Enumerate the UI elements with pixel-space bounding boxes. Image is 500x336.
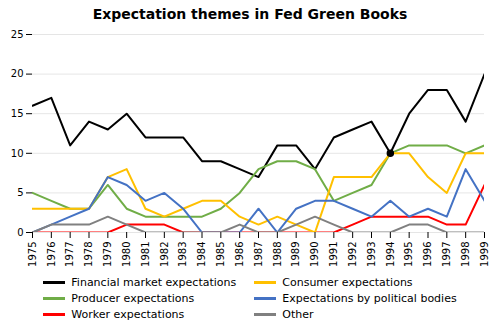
html-text:Financial market expectations: Financial market expectations (71, 276, 237, 289)
svg-text:1992: 1992 (347, 242, 358, 267)
svg-text:1976: 1976 (46, 242, 57, 267)
svg-text:1982: 1982 (159, 242, 170, 267)
svg-text:1990: 1990 (309, 242, 320, 267)
html-text:Other: Other (282, 308, 314, 321)
svg-text:1986: 1986 (234, 242, 245, 267)
html-text:Consumer expectations: Consumer expectations (282, 276, 413, 289)
svg-text:15: 15 (11, 108, 24, 119)
svg-text:1988: 1988 (272, 242, 283, 267)
svg-text:1980: 1980 (121, 242, 132, 267)
html-text:Producer expectations: Producer expectations (71, 292, 195, 305)
svg-text:1983: 1983 (177, 242, 188, 267)
html-text:Worker expectations: Worker expectations (71, 308, 185, 321)
svg-text:1995: 1995 (403, 242, 414, 267)
svg-text:1978: 1978 (83, 242, 94, 267)
html-text:Expectations by political bodi: Expectations by political bodies (282, 292, 457, 305)
svg-text:1993: 1993 (366, 242, 377, 267)
svg-text:1977: 1977 (64, 242, 75, 267)
svg-text:1975: 1975 (27, 242, 38, 267)
svg-text:1999: 1999 (479, 242, 490, 267)
svg-text:1991: 1991 (328, 242, 339, 267)
svg-text:5: 5 (17, 187, 23, 198)
svg-text:1979: 1979 (102, 242, 113, 267)
svg-text:1998: 1998 (460, 242, 471, 267)
svg-text:20: 20 (11, 68, 24, 79)
svg-text:1984: 1984 (196, 242, 207, 267)
html-text:Expectation themes in Fed Gree: Expectation themes in Fed Green Books (92, 6, 408, 22)
svg-text:1987: 1987 (253, 242, 264, 267)
svg-text:0: 0 (17, 227, 23, 238)
svg-text:1981: 1981 (140, 242, 151, 267)
svg-text:1997: 1997 (441, 242, 452, 267)
svg-text:1996: 1996 (422, 242, 433, 267)
svg-text:10: 10 (11, 148, 24, 159)
svg-text:1994: 1994 (385, 242, 396, 267)
svg-text:1989: 1989 (290, 242, 301, 267)
svg-text:1985: 1985 (215, 242, 226, 267)
svg-text:25: 25 (11, 29, 24, 40)
